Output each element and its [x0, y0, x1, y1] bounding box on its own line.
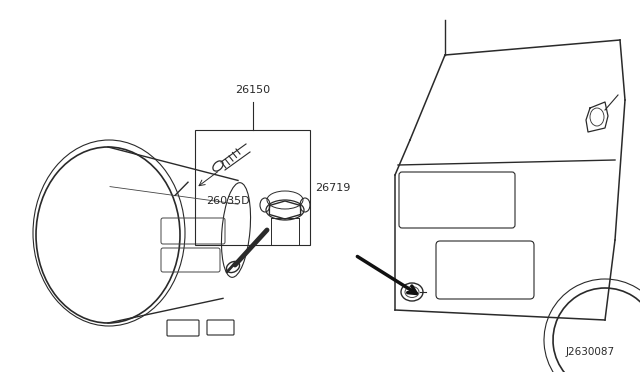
Text: 26035D: 26035D: [206, 196, 250, 206]
Text: J2630087: J2630087: [565, 347, 614, 357]
Bar: [195, 130, 310, 245]
Text: 26150: 26150: [235, 85, 270, 95]
Text: 26719: 26719: [315, 183, 350, 193]
